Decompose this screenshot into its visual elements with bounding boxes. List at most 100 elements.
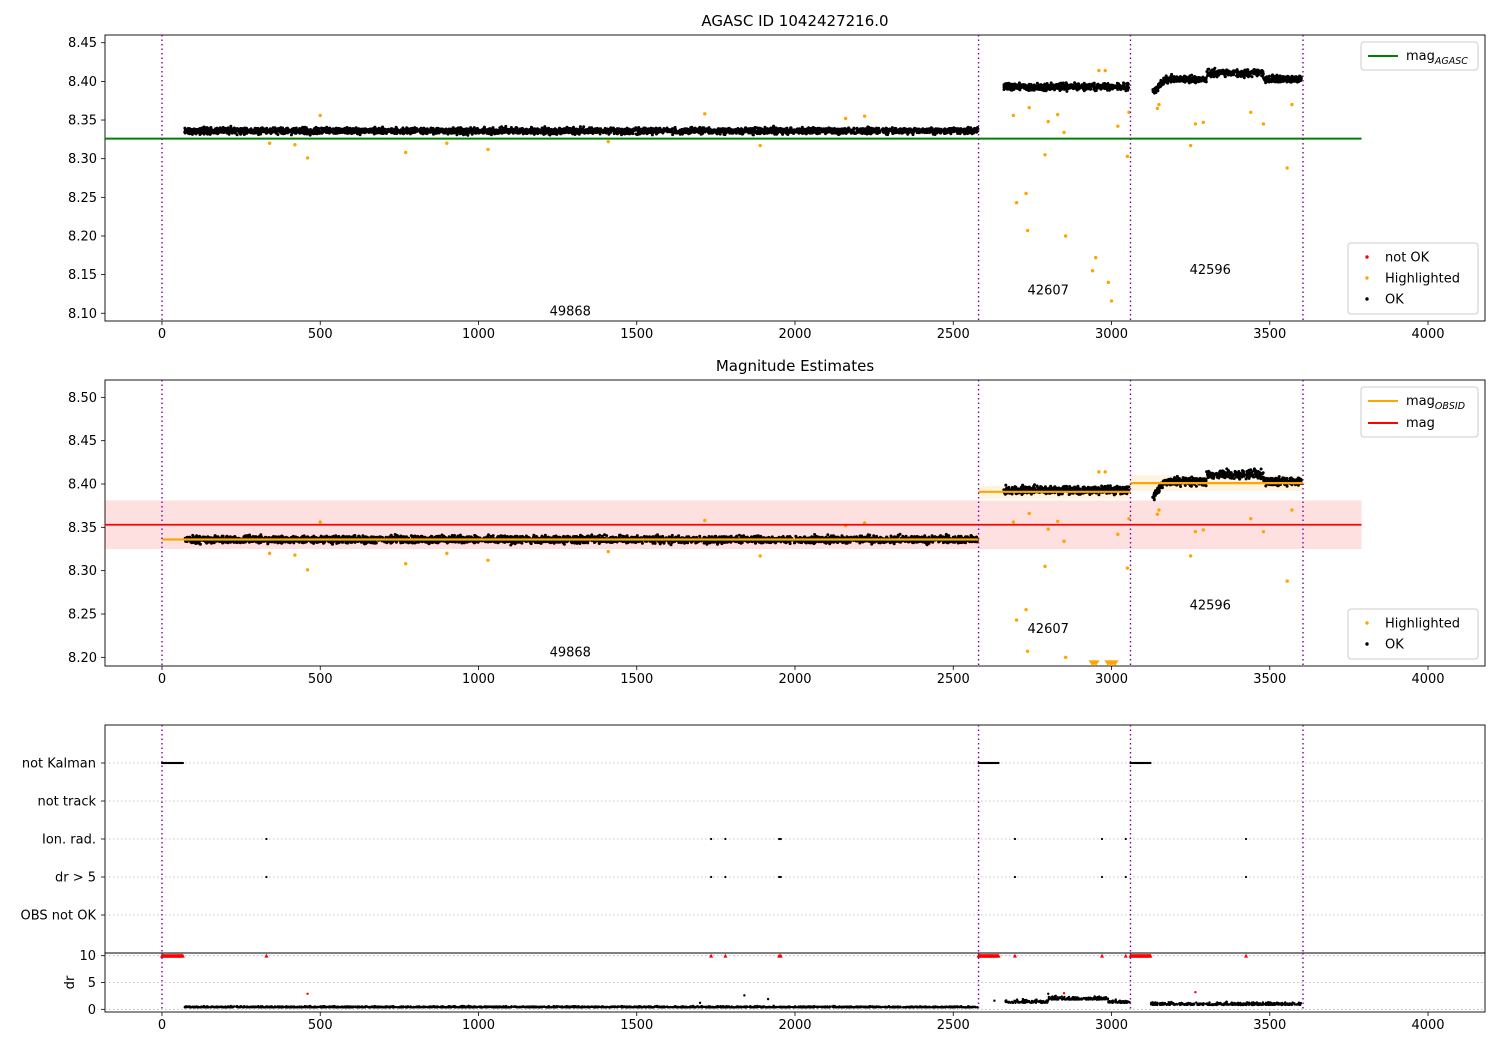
x-tick-label: 1500 xyxy=(620,327,653,342)
ok-point xyxy=(528,127,532,131)
ok-point xyxy=(699,131,703,135)
ok-point xyxy=(1194,77,1198,81)
ok-point xyxy=(1010,88,1014,92)
ok-point xyxy=(1122,81,1125,85)
ok-point xyxy=(222,131,226,134)
ok-point xyxy=(1158,82,1161,86)
ok-point xyxy=(812,129,816,133)
ok-point xyxy=(311,128,315,132)
ok-point xyxy=(1092,81,1096,85)
ok-point xyxy=(273,127,277,131)
ok-point xyxy=(301,131,305,135)
ok-point xyxy=(665,127,669,131)
highlighted-point xyxy=(1103,68,1107,73)
ok-point xyxy=(808,129,812,133)
highlighted-point xyxy=(293,143,297,147)
highlighted-point xyxy=(606,139,610,144)
ok-point xyxy=(375,130,379,133)
ok-point xyxy=(876,130,880,134)
ok-point xyxy=(786,133,790,136)
highlighted-point xyxy=(1193,122,1198,126)
ok-point xyxy=(893,126,897,130)
ok-point xyxy=(492,130,496,134)
ok-point xyxy=(1267,77,1271,81)
ok-point xyxy=(1100,84,1103,88)
ok-point xyxy=(577,130,581,134)
ok-point xyxy=(204,126,208,130)
highlighted-point xyxy=(1155,106,1160,111)
ok-point xyxy=(630,128,634,132)
highlighted-point xyxy=(862,114,867,118)
ok-point xyxy=(415,129,419,133)
ok-point xyxy=(546,127,550,131)
ok-point xyxy=(755,132,759,136)
ok-point xyxy=(565,125,569,129)
ok-point xyxy=(280,128,284,132)
ok-point xyxy=(1200,76,1204,80)
ok-point xyxy=(413,126,417,130)
ok-point xyxy=(408,129,412,133)
ok-point xyxy=(1172,75,1176,79)
ok-point xyxy=(420,130,424,134)
ok-point xyxy=(233,130,237,134)
ok-point xyxy=(424,131,428,135)
ok-point xyxy=(1071,83,1075,87)
ok-point xyxy=(1166,81,1170,85)
ok-point xyxy=(1251,71,1255,75)
ok-point xyxy=(1256,71,1260,75)
ok-point xyxy=(963,127,967,131)
ok-point xyxy=(738,132,742,135)
ok-point xyxy=(860,132,864,135)
ok-point xyxy=(690,126,694,130)
ok-point xyxy=(718,130,722,134)
ok-point xyxy=(314,126,318,130)
ok-point xyxy=(759,131,763,135)
highlighted-point xyxy=(1261,122,1266,126)
highlighted-point xyxy=(1025,228,1030,233)
y-tick-label: 8.25 xyxy=(68,191,97,206)
ok-point xyxy=(877,126,881,130)
ok-point xyxy=(757,128,761,132)
ok-point xyxy=(551,132,555,136)
highlighted-point xyxy=(1011,113,1016,118)
ok-point xyxy=(276,130,280,133)
ok-point xyxy=(265,129,268,133)
ok-point xyxy=(1292,75,1296,79)
ok-point xyxy=(1203,77,1207,81)
ok-point xyxy=(269,132,273,135)
highlighted-point xyxy=(1062,130,1066,135)
ok-point xyxy=(1032,87,1035,91)
ok-point xyxy=(487,127,491,131)
ok-point xyxy=(1045,84,1049,88)
ok-point xyxy=(815,132,819,136)
ok-point xyxy=(338,131,342,135)
ok-point xyxy=(855,126,859,130)
ok-point xyxy=(1270,80,1273,84)
ok-point xyxy=(950,127,954,131)
y-tick-label: 8.10 xyxy=(68,307,97,322)
ok-point xyxy=(476,128,479,131)
ok-point xyxy=(852,126,856,130)
ok-point xyxy=(1291,78,1295,82)
ok-point xyxy=(386,127,390,131)
ok-point xyxy=(883,130,886,134)
ok-point xyxy=(1217,69,1221,73)
ok-point xyxy=(634,132,638,136)
ok-point xyxy=(1049,84,1053,88)
ok-point xyxy=(744,126,748,130)
highlighted-point xyxy=(1106,280,1111,285)
ok-point xyxy=(676,130,680,134)
ok-point xyxy=(832,127,836,131)
ok-point xyxy=(674,128,677,132)
y-tick-label: 8.45 xyxy=(68,36,97,51)
y-tick-label: 8.40 xyxy=(68,75,97,90)
y-tick-label: 8.35 xyxy=(68,114,97,129)
ok-point xyxy=(472,127,476,131)
ok-point xyxy=(683,127,687,131)
ok-point xyxy=(734,127,738,131)
highlighted-point xyxy=(703,112,707,116)
ok-point xyxy=(1004,82,1008,86)
highlighted-point xyxy=(1027,105,1031,110)
highlighted-point xyxy=(1043,153,1047,157)
ok-point xyxy=(1207,67,1211,71)
